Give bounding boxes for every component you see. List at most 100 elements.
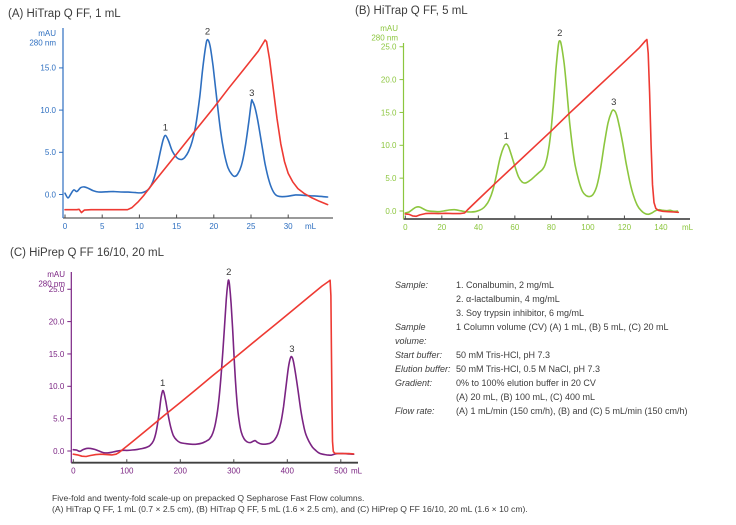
y-tick-label: 15.0 — [381, 108, 397, 117]
peak-label: 1 — [504, 131, 509, 142]
x-tick-label: 100 — [581, 223, 595, 232]
y-axis-unit-label: mAU — [38, 29, 56, 38]
y-tick-label: 10.0 — [49, 382, 65, 391]
y-axis-unit-label: mAU — [380, 24, 398, 33]
condition-label: Start buffer: — [395, 350, 443, 360]
peak-label: 1 — [160, 378, 165, 389]
y-tick-label: 0.0 — [385, 207, 397, 216]
condition-label: Elution buffer: — [395, 364, 451, 374]
condition-value-line: 2. α-lactalbumin, 4 mg/mL — [456, 294, 560, 304]
peak-label: 3 — [249, 88, 254, 99]
x-tick-label: 140 — [654, 223, 668, 232]
elution-gradient-curve — [64, 39, 329, 214]
y-tick-label: 0.0 — [53, 447, 65, 456]
caption-line-1: Five-fold and twenty-fold scale-up on pr… — [52, 493, 365, 503]
y-tick-label: 10.0 — [40, 106, 56, 115]
condition-value-line: (A) 1 mL/min (150 cm/h), (B) and (C) 5 m… — [456, 406, 688, 416]
condition-row: Sample: 1. Conalbumin, 2 mg/mL 2. α-lactal… — [395, 278, 736, 320]
condition-row: Flow rate: (A) 1 mL/min (150 cm/h), (B) a… — [395, 404, 736, 418]
panel-c: (C) HiPrep Q FF 16/10, 20 mL 0 100 200 300 4… — [0, 245, 396, 495]
condition-value-line: (A) 20 mL, (B) 100 mL, (C) 400 mL — [456, 392, 596, 402]
caption-line-2: (A) HiTrap Q FF, 1 mL (0.7 × 2.5 cm), (B… — [52, 503, 528, 514]
y-tick-label: 0.0 — [45, 190, 57, 199]
condition-row: Elution buffer: 50 mM Tris-HCl, 0.5 M NaC… — [395, 362, 736, 376]
x-axis-unit-label: mL — [351, 467, 363, 476]
condition-label: Flow rate: — [395, 406, 435, 416]
x-tick-group: 0 5 10 15 20 25 30 mL — [63, 214, 317, 231]
condition-value-line: 3. Soy trypsin inhibitor, 6 mg/mL — [456, 308, 585, 318]
condition-value-line: 1 Column volume (CV) (A) 1 mL, (B) 5 mL,… — [456, 322, 669, 332]
x-tick-label: 15 — [172, 222, 181, 231]
peak-label: 3 — [289, 344, 294, 355]
peak-labels: 1 2 3 — [504, 28, 617, 142]
x-tick-label: 400 — [281, 467, 295, 476]
y-tick-label: 20.0 — [49, 317, 65, 326]
panel-b: (B) HiTrap Q FF, 5 mL 0 20 40 60 80 100 120 140… — [340, 0, 736, 240]
panel-b-title: (B) HiTrap Q FF, 5 mL — [355, 5, 468, 17]
x-tick-label: 500 — [334, 467, 348, 476]
y-tick-label: 10.0 — [381, 141, 397, 150]
x-axis-unit-label: mL — [305, 222, 317, 231]
condition-value-line: 1. Conalbumin, 2 mg/mL — [456, 280, 555, 290]
x-tick-group: 0 100 200 300 400 500 mL — [71, 459, 363, 476]
x-tick-label: 40 — [474, 223, 483, 232]
elution-gradient-curve — [72, 279, 355, 458]
x-tick-label: 0 — [403, 223, 408, 232]
x-tick-label: 25 — [247, 222, 256, 231]
y-tick-label: 5.0 — [53, 414, 65, 423]
peak-labels: 1 2 3 — [160, 267, 294, 389]
elution-gradient-curve — [404, 38, 680, 218]
peak-label: 2 — [226, 267, 231, 278]
panel-a-title: (A) HiTrap Q FF, 1 mL — [8, 8, 121, 20]
run-conditions: Sample: 1. Conalbumin, 2 mg/mL 2. α-lactal… — [395, 278, 736, 418]
condition-values: 1 Column volume (CV) (A) 1 mL, (B) 5 mL,… — [456, 320, 736, 348]
condition-label: Sample volume: — [395, 322, 427, 346]
panel-a: (A) HiTrap Q FF, 1 mL 0 5 10 15 20 25 30 mL 0.0 5… — [0, 0, 340, 240]
condition-row: Sample volume: 1 Column volume (CV) (A) 1… — [395, 320, 736, 348]
y-tick-label: 15.0 — [49, 350, 65, 359]
chart-c-svg: 0 100 200 300 400 500 mL 0.0 5.0 10.0 15.0 20.0 25.0… — [38, 267, 363, 476]
y-tick-label: 5.0 — [45, 148, 57, 157]
figure-caption: Five-fold and twenty-fold scale-up on pr… — [52, 493, 528, 514]
condition-value-line: 50 mM Tris-HCl, 0.5 M NaCl, pH 7.3 — [456, 364, 601, 374]
uv-absorbance-curve — [404, 39, 679, 216]
y-axis-unit-label: mAU — [47, 270, 65, 279]
y-axis-unit-label: 280 nm — [29, 39, 56, 48]
x-tick-label: 100 — [120, 467, 134, 476]
x-tick-label: 20 — [209, 222, 218, 231]
uv-absorbance-curve — [72, 279, 355, 457]
y-axis-unit-label: 280 nm — [371, 34, 398, 43]
condition-label: Gradient: — [395, 378, 433, 388]
peak-label: 2 — [557, 28, 562, 39]
condition-value-line: 0% to 100% elution buffer in 20 CV — [456, 378, 596, 388]
x-tick-label: 30 — [284, 222, 293, 231]
condition-value-line: 50 mM Tris-HCl, pH 7.3 — [456, 350, 551, 360]
x-tick-label: 0 — [63, 222, 68, 231]
x-tick-label: 5 — [100, 222, 105, 231]
condition-row: Start buffer: 50 mM Tris-HCl, pH 7.3 — [395, 348, 736, 362]
y-tick-label: 20.0 — [381, 75, 397, 84]
y-tick-label: 15.0 — [40, 64, 56, 73]
y-tick-label: 25.0 — [381, 43, 397, 52]
x-tick-label: 80 — [547, 223, 556, 232]
panel-c-title: (C) HiPrep Q FF 16/10, 20 mL — [10, 247, 165, 259]
condition-values: 0% to 100% elution buffer in 20 CV (A) 20… — [456, 376, 736, 404]
y-tick-label: 5.0 — [385, 174, 397, 183]
y-tick-label: 25.0 — [49, 285, 65, 294]
condition-values: (A) 1 mL/min (150 cm/h), (B) and (C) 5 m… — [456, 404, 736, 418]
x-tick-label: 20 — [437, 223, 446, 232]
y-axis-unit-label: 280 nm — [38, 280, 65, 289]
x-tick-label: 300 — [227, 467, 241, 476]
x-tick-label: 200 — [174, 467, 188, 476]
condition-values: 50 mM Tris-HCl, 0.5 M NaCl, pH 7.3 — [456, 362, 736, 376]
x-tick-label: 0 — [71, 467, 76, 476]
peak-label: 3 — [611, 97, 616, 108]
chart-b-svg: 0 20 40 60 80 100 120 140 mL 0.0 5.0 10.0 15.0 20.0 25… — [371, 24, 694, 232]
x-axis-unit-label: mL — [682, 223, 694, 232]
x-tick-group: 0 20 40 60 80 100 120 140 mL — [403, 215, 694, 232]
